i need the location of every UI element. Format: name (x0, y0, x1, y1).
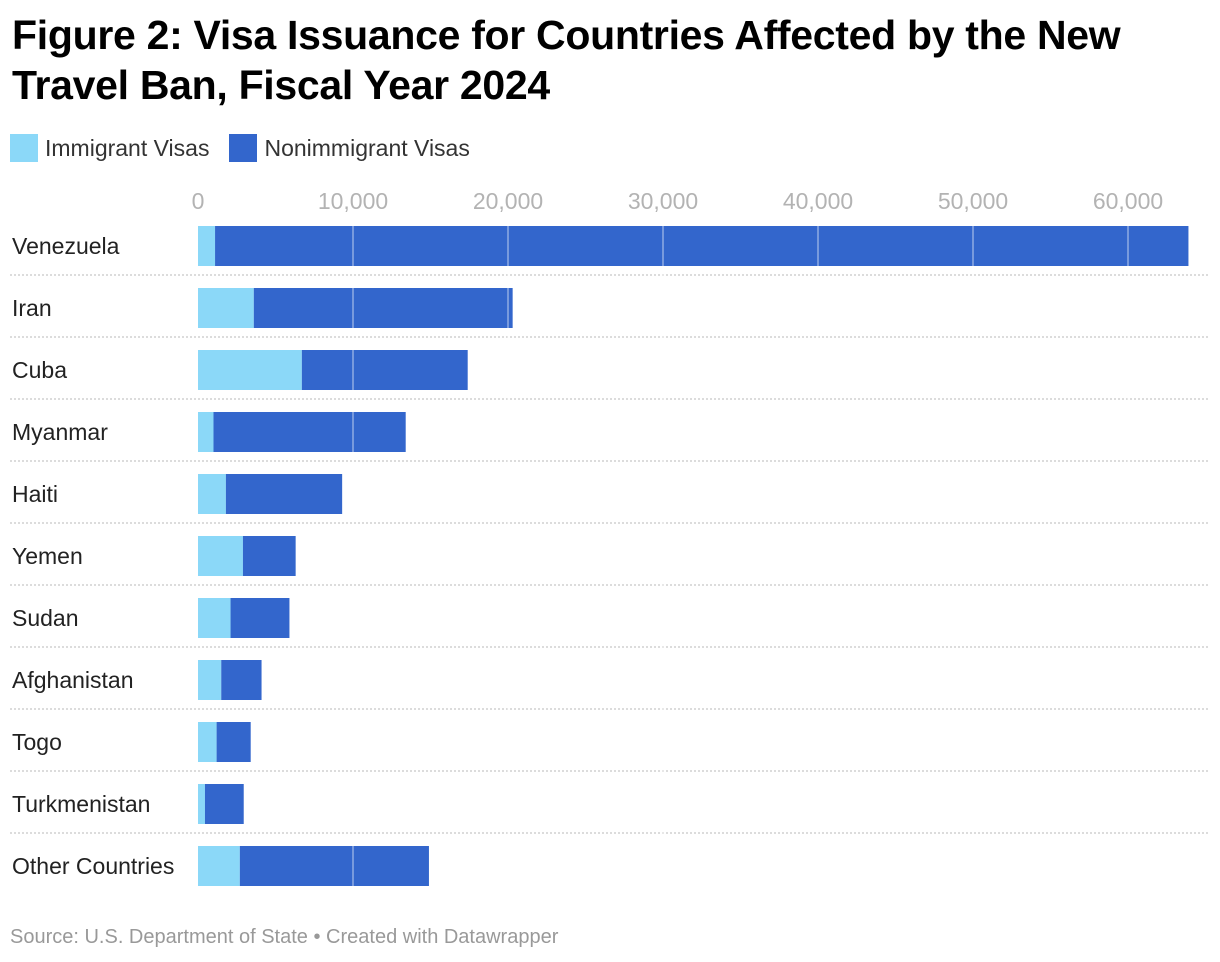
bar-immigrant (198, 722, 217, 762)
legend-label-nonimmigrant: Nonimmigrant Visas (264, 134, 470, 161)
legend-item-nonimmigrant: Nonimmigrant Visas (229, 134, 470, 162)
bar-nonimmigrant (215, 226, 1189, 266)
bar-immigrant (198, 474, 226, 514)
category-label: Myanmar (12, 419, 108, 445)
x-tick-label: 0 (192, 188, 205, 214)
x-tick-label: 50,000 (938, 188, 1008, 214)
bar-nonimmigrant (242, 536, 296, 576)
source-note: Source: U.S. Department of State • Creat… (10, 926, 559, 948)
category-label: Iran (12, 295, 52, 321)
x-tick-label: 40,000 (783, 188, 853, 214)
category-label: Other Countries (12, 853, 174, 879)
category-label: Haiti (12, 481, 58, 507)
legend: Immigrant Visas Nonimmigrant Visas (10, 133, 490, 163)
category-label: Yemen (12, 543, 83, 569)
x-tick-label: 30,000 (628, 188, 698, 214)
bar-chart: 0 10,000 20,000 30,000 40,000 50,000 60,000 Ven… (10, 188, 1208, 890)
bar-immigrant (198, 412, 214, 452)
bar-immigrant (198, 660, 222, 700)
bar-nonimmigrant (213, 412, 406, 452)
legend-item-immigrant: Immigrant Visas (10, 134, 209, 162)
bar-immigrant (198, 598, 231, 638)
legend-label-immigrant: Immigrant Visas (45, 134, 210, 161)
category-label: Togo (12, 729, 62, 755)
bar-immigrant (198, 226, 216, 266)
category-label: Turkmenistan (12, 791, 150, 817)
bar-nonimmigrant (253, 288, 513, 328)
bar-nonimmigrant (216, 722, 251, 762)
bar-nonimmigrant (204, 784, 244, 824)
bar-immigrant (198, 784, 205, 824)
bar-immigrant (198, 350, 302, 390)
bar-immigrant (198, 536, 243, 576)
bar-nonimmigrant (225, 474, 343, 514)
x-tick-label: 20,000 (473, 188, 543, 214)
x-tick-label: 10,000 (318, 188, 388, 214)
bar-immigrant (198, 846, 240, 886)
category-label: Sudan (12, 605, 79, 631)
category-label: Venezuela (12, 233, 120, 259)
category-label: Afghanistan (12, 667, 133, 693)
bar-immigrant (198, 288, 254, 328)
x-tick-label: 60,000 (1093, 188, 1163, 214)
bar-nonimmigrant (301, 350, 468, 390)
bar-nonimmigrant (239, 846, 429, 886)
bar-nonimmigrant (230, 598, 290, 638)
legend-swatch-nonimmigrant (229, 134, 258, 162)
legend-swatch-immigrant (10, 134, 38, 162)
chart-title: Figure 2: Visa Issuance for Countries Af… (12, 12, 1121, 108)
category-label: Cuba (12, 357, 67, 383)
bar-nonimmigrant (221, 660, 262, 700)
